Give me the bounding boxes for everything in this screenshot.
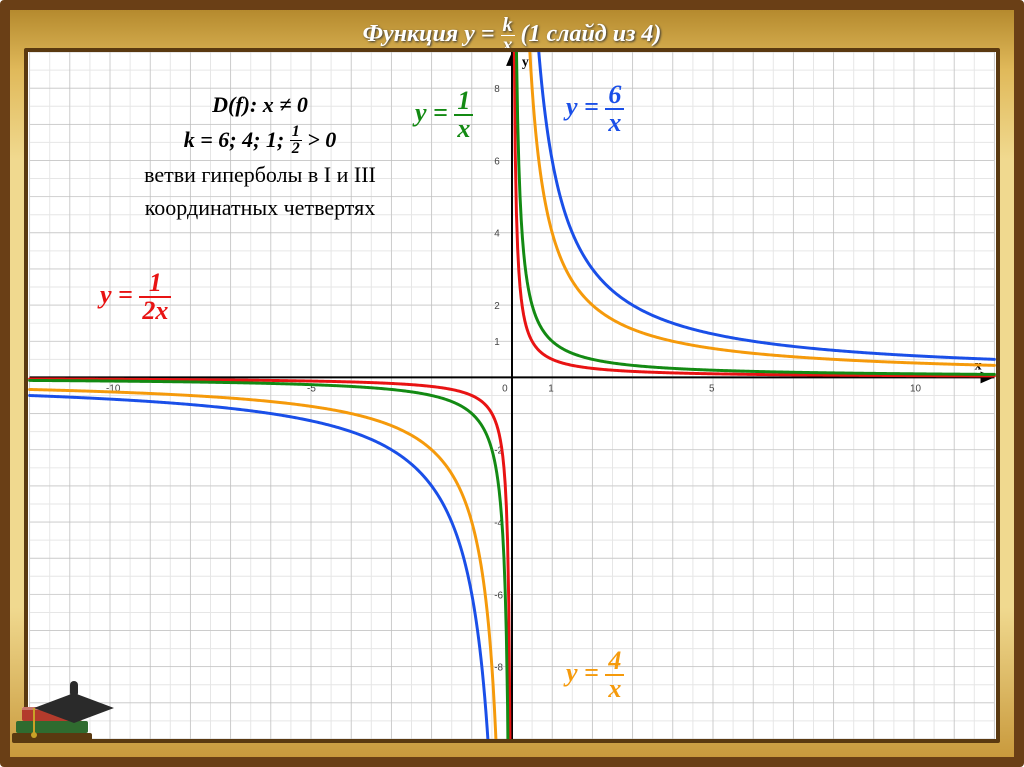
title-eq-lhs: y = [464, 21, 500, 47]
eq-den: x [605, 676, 624, 702]
eq-num: 6 [605, 82, 624, 110]
y-eq-4-over-x: y = 4x [566, 648, 624, 702]
desc-line-4: координатных четвертях [90, 191, 430, 224]
eq-den: x [605, 110, 624, 136]
svg-text:10: 10 [910, 383, 921, 394]
eq-lhs: y = [100, 280, 139, 309]
svg-text:y: y [522, 54, 529, 69]
eq-fraction: 4x [605, 648, 624, 702]
desc-line-3: ветви гиперболы в I и III [90, 158, 430, 191]
svg-text:4: 4 [494, 229, 500, 240]
y-eq-1-over-2x: y = 12x [100, 270, 171, 324]
domain-line: D(f): x ≠ 0 [90, 88, 430, 121]
svg-text:6: 6 [494, 156, 500, 167]
eq-num: 1 [139, 270, 171, 298]
title-prefix: Функция [363, 21, 465, 47]
svg-text:-8: -8 [494, 663, 503, 674]
eq-den: 2x [139, 298, 171, 324]
eq-num: 4 [605, 648, 624, 676]
eq-num: 1 [454, 88, 473, 116]
svg-text:2: 2 [494, 301, 500, 312]
books-icon [4, 663, 124, 763]
y-eq-6-over-x: y = 6x [566, 82, 624, 136]
k-prefix: k = 6; 4; 1; [184, 127, 290, 152]
k-fraction: 1 2 [290, 124, 302, 155]
eq-fraction: 12x [139, 270, 171, 324]
slide-frame: Функция y = k x (1 слайд из 4) -10-50151… [0, 0, 1024, 767]
eq-fraction: 1x [454, 88, 473, 142]
svg-text:5: 5 [709, 383, 715, 394]
k-values-line: k = 6; 4; 1; 1 2 > 0 [90, 123, 430, 156]
svg-text:8: 8 [494, 84, 500, 95]
title-suffix: (1 слайд из 4) [521, 21, 662, 47]
k-suffix: > 0 [307, 127, 336, 152]
eq-lhs: y = [566, 92, 605, 121]
description-block: D(f): x ≠ 0 k = 6; 4; 1; 1 2 > 0 ветви г… [90, 88, 430, 224]
title-frac-num: k [501, 16, 515, 36]
eq-lhs: y = [415, 98, 454, 127]
svg-text:1: 1 [494, 337, 500, 348]
svg-text:1: 1 [548, 383, 554, 394]
eq-den: x [454, 116, 473, 142]
svg-text:-6: -6 [494, 590, 503, 601]
eq-fraction: 6x [605, 82, 624, 136]
eq-lhs: y = [566, 658, 605, 687]
y-eq-1-over-x: y = 1x [415, 88, 473, 142]
svg-text:0: 0 [502, 383, 508, 394]
